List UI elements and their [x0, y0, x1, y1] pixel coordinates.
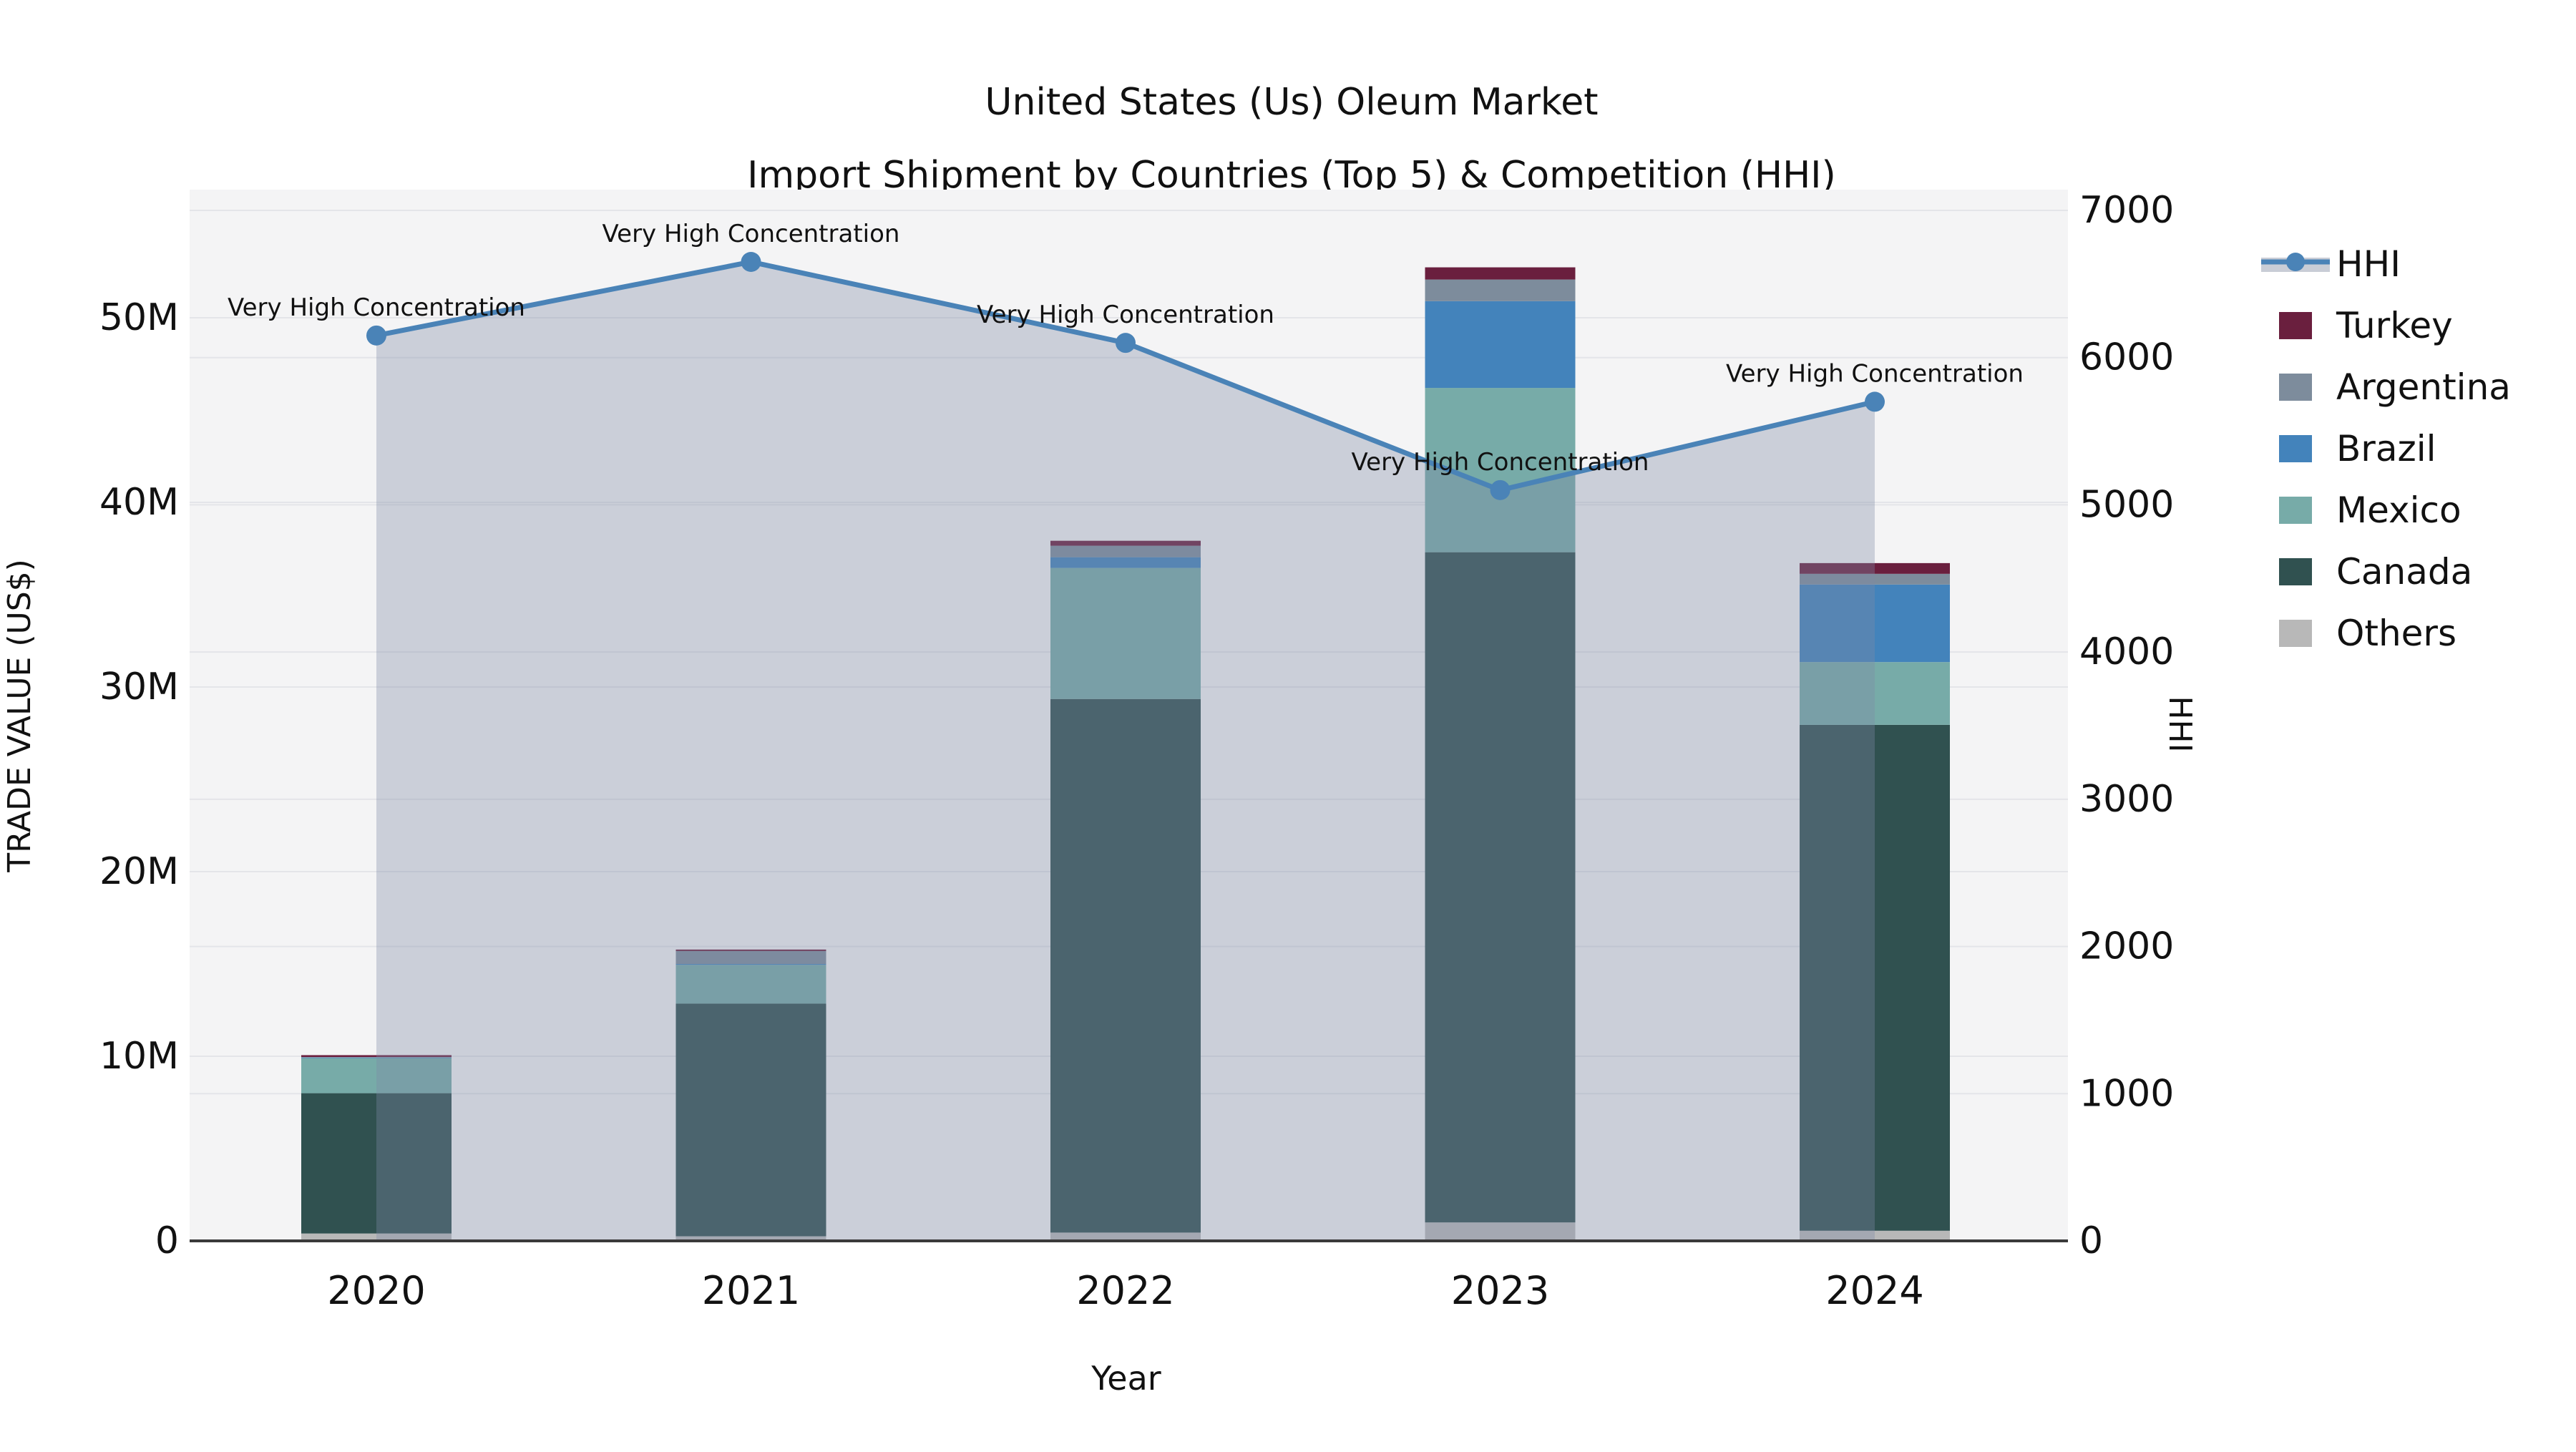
bar-segment-turkey-2020[interactable]	[301, 1055, 452, 1058]
y-right-tick-7000: 7000	[2079, 189, 2174, 232]
y-left-tick-30M: 30M	[99, 666, 179, 708]
y-left-tick-40M: 40M	[99, 481, 179, 524]
bar-segment-others-2023[interactable]	[1425, 1222, 1576, 1241]
x-axis-title: Year	[1091, 1359, 1161, 1398]
annotation-2024: Very High Concentration	[1726, 359, 2024, 388]
x-tick-2022[interactable]: 2022	[1076, 1268, 1174, 1313]
legend-item-others[interactable]: Others	[2279, 613, 2457, 654]
bar-segment-canada-2024[interactable]	[1800, 724, 1950, 1231]
x-tick-2023[interactable]: 2023	[1451, 1268, 1549, 1313]
legend-swatch-mexico	[2279, 497, 2312, 524]
bar-segment-canada-2020[interactable]	[301, 1093, 452, 1234]
legend-item-brazil[interactable]: Brazil	[2279, 428, 2436, 469]
legend-swatch-turkey	[2279, 312, 2312, 339]
y-right-tick-5000: 5000	[2079, 483, 2174, 526]
annotation-2023: Very High Concentration	[1352, 448, 1649, 477]
annotation-2022: Very High Concentration	[977, 301, 1274, 329]
annotation-2020: Very High Concentration	[228, 293, 525, 322]
hhi-point-2023[interactable]	[1490, 479, 1511, 500]
bar-segment-turkey-2022[interactable]	[1050, 540, 1201, 546]
legend-item-canada[interactable]: Canada	[2279, 551, 2472, 593]
legend-item-mexico[interactable]: Mexico	[2279, 489, 2462, 531]
y-left-tick-50M: 50M	[99, 296, 179, 339]
bar-segment-canada-2022[interactable]	[1050, 698, 1201, 1233]
bar-segment-others-2024[interactable]	[1800, 1230, 1950, 1241]
bar-segment-turkey-2021[interactable]	[675, 949, 826, 951]
bar-segment-canada-2021[interactable]	[675, 1003, 826, 1237]
bar-segment-others-2021[interactable]	[675, 1236, 826, 1241]
bar-segment-others-2022[interactable]	[1050, 1232, 1201, 1241]
plot-area: Very High Concentration Very High Concent…	[99, 189, 2174, 1313]
x-tick-2020[interactable]: 2020	[327, 1268, 425, 1313]
y-right-tick-0: 0	[2079, 1219, 2103, 1262]
bar-segment-brazil-2023[interactable]	[1425, 301, 1576, 389]
annotation-2021: Very High Concentration	[602, 220, 900, 248]
y-right-axis-title: HHI	[2162, 696, 2198, 752]
legend-label-others: Others	[2336, 613, 2457, 654]
bar-segment-canada-2023[interactable]	[1425, 552, 1576, 1223]
y-left-tick-0: 0	[155, 1219, 179, 1262]
y-right-tick-1000: 1000	[2079, 1072, 2174, 1115]
bar-segment-brazil-2022[interactable]	[1050, 557, 1201, 568]
bar-segment-brazil-2024[interactable]	[1800, 584, 1950, 663]
legend-item-hhi[interactable]: HHI	[2261, 243, 2401, 285]
bar-segment-mexico-2022[interactable]	[1050, 567, 1201, 699]
legend-label-brazil: Brazil	[2336, 428, 2436, 469]
hhi-point-2022[interactable]	[1116, 333, 1136, 354]
bar-segment-mexico-2021[interactable]	[675, 965, 826, 1004]
bar-segment-turkey-2023[interactable]	[1425, 267, 1576, 280]
legend-label-turkey: Turkey	[2336, 305, 2453, 346]
bar-segment-brazil-2021[interactable]	[675, 964, 826, 965]
legend-hhi-marker	[2286, 253, 2305, 271]
legend-label-argentina: Argentina	[2336, 366, 2511, 408]
y-right-tick-3000: 3000	[2079, 778, 2174, 821]
bar-segment-turkey-2024[interactable]	[1800, 562, 1950, 574]
bar-segment-argentina-2023[interactable]	[1425, 279, 1576, 301]
chart-title-line1: United States (Us) Oleum Market	[985, 81, 1598, 124]
legend-item-turkey[interactable]: Turkey	[2279, 305, 2453, 346]
legend-label-mexico: Mexico	[2336, 489, 2462, 531]
bar-segment-mexico-2020[interactable]	[301, 1058, 452, 1093]
y-left-tick-20M: 20M	[99, 850, 179, 893]
legend-swatch-canada	[2279, 558, 2312, 585]
bar-segment-argentina-2021[interactable]	[675, 950, 826, 964]
bar-segment-argentina-2022[interactable]	[1050, 545, 1201, 557]
legend-swatch-argentina	[2279, 374, 2312, 401]
legend-label-hhi: HHI	[2336, 243, 2401, 285]
x-tick-2024[interactable]: 2024	[1825, 1268, 1923, 1313]
hhi-area-fill	[376, 262, 1875, 1241]
y-left-tick-10M: 10M	[99, 1035, 179, 1078]
legend-swatch-others	[2279, 620, 2312, 647]
hhi-point-2021[interactable]	[741, 252, 761, 272]
bar-segment-argentina-2020[interactable]	[301, 1057, 452, 1058]
y-right-tick-2000: 2000	[2079, 925, 2174, 968]
legend-item-argentina[interactable]: Argentina	[2279, 366, 2511, 408]
x-tick-2021[interactable]: 2021	[702, 1268, 800, 1313]
y-right-tick-6000: 6000	[2079, 336, 2174, 379]
legend-swatch-brazil	[2279, 435, 2312, 462]
bar-segment-argentina-2024[interactable]	[1800, 573, 1950, 585]
bar-segment-others-2020[interactable]	[301, 1233, 452, 1241]
hhi-point-2020[interactable]	[366, 325, 386, 346]
legend-label-canada: Canada	[2336, 551, 2472, 593]
hhi-point-2024[interactable]	[1865, 391, 1885, 412]
y-right-tick-4000: 4000	[2079, 630, 2174, 673]
y-left-axis-title: TRADE VALUE (US$)	[1, 559, 38, 873]
bar-segment-mexico-2024[interactable]	[1800, 662, 1950, 725]
legend: HHI Turkey Argentina Brazil Mexico Canada Othe…	[2261, 243, 2511, 654]
